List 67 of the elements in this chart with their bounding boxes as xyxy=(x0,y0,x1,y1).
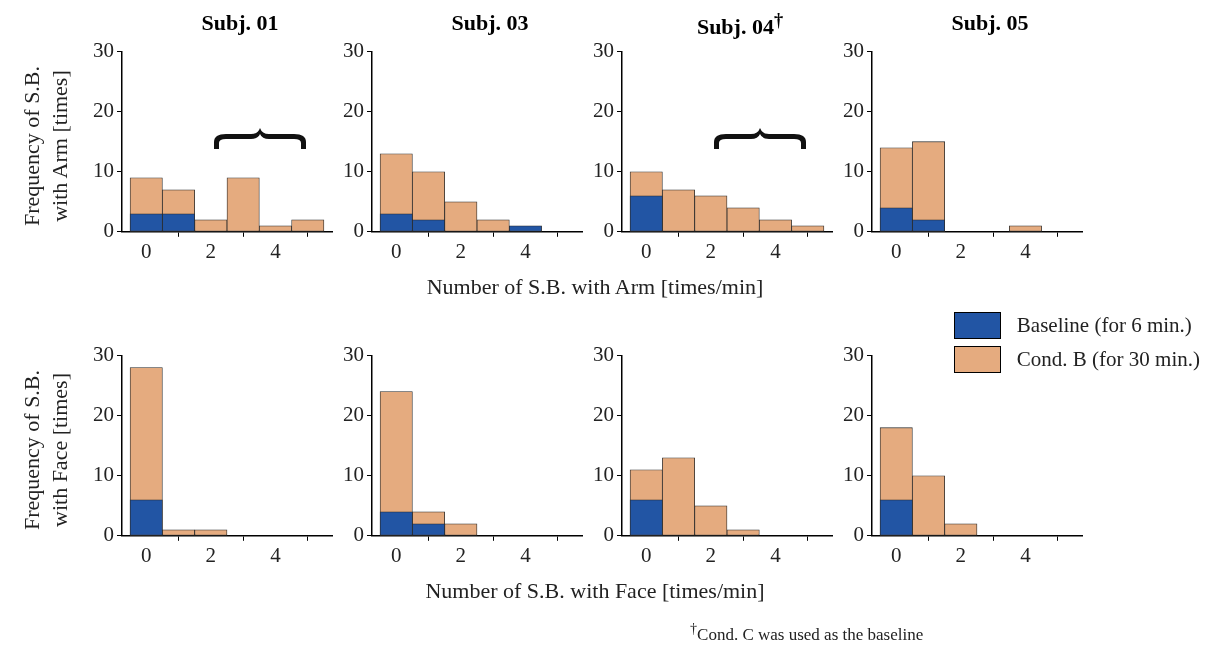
legend-label: Cond. B (for 30 min.) xyxy=(1016,346,1200,372)
y-tick-label: 20 xyxy=(343,98,364,123)
x-tick-label: 2 xyxy=(955,542,967,567)
x-tick-label: 0 xyxy=(390,238,402,263)
x-axis-title: Number of S.B. with Arm [times/min] xyxy=(425,274,765,300)
x-tick-label: 4 xyxy=(770,238,782,263)
x-tick-label: 0 xyxy=(640,542,652,567)
x-tick-label: 2 xyxy=(455,238,467,263)
y-tick-label: 20 xyxy=(343,402,364,427)
y-tick-label: 20 xyxy=(843,402,864,427)
text: $^{†}$Cond. C was used as the baseline xyxy=(690,620,924,645)
y-tick-label: 30 xyxy=(343,38,364,63)
y-tick-label: 10 xyxy=(93,158,114,183)
x-tick-label: 2 xyxy=(705,238,717,263)
y-tick-label: 10 xyxy=(593,462,614,487)
y-tick-label: 0 xyxy=(353,218,364,243)
x-tick-label: 4 xyxy=(770,542,782,567)
x-tick-label: 0 xyxy=(140,542,152,567)
y-axis-title: Frequency of S.B. with Face [times] xyxy=(18,369,73,531)
x-tick-label: 2 xyxy=(955,238,967,263)
x-tick-label: 0 xyxy=(390,542,402,567)
y-tick-label: 0 xyxy=(853,522,864,547)
y-tick-label: 30 xyxy=(93,342,114,367)
x-tick-label: 4 xyxy=(270,238,282,263)
x-tick-label: 4 xyxy=(520,238,532,263)
y-tick-label: 10 xyxy=(593,158,614,183)
y-tick-label: 20 xyxy=(93,402,114,427)
x-tick-label: 4 xyxy=(270,542,282,567)
y-tick-label: 0 xyxy=(603,522,614,547)
x-tick-label: 2 xyxy=(205,238,217,263)
x-tick-label: 2 xyxy=(705,542,717,567)
chart-title: Subj. 04$^{†}$ xyxy=(695,10,785,41)
x-tick-label: 2 xyxy=(455,542,467,567)
y-tick-label: 20 xyxy=(593,402,614,427)
y-tick-label: 20 xyxy=(593,98,614,123)
x-tick-label: 0 xyxy=(140,238,152,263)
x-tick-label: 4 xyxy=(1020,238,1032,263)
chart-title: Subj. 01 xyxy=(200,10,280,36)
y-tick-label: 20 xyxy=(843,98,864,123)
y-axis-title: Frequency of S.B. with Arm [times] xyxy=(18,65,73,227)
y-tick-label: 30 xyxy=(593,38,614,63)
chart-title: Subj. 05 xyxy=(950,10,1030,36)
y-tick-label: 10 xyxy=(843,158,864,183)
y-tick-label: 30 xyxy=(93,38,114,63)
y-tick-label: 30 xyxy=(843,342,864,367)
x-tick-label: 4 xyxy=(1020,542,1032,567)
y-tick-label: 10 xyxy=(343,462,364,487)
y-tick-label: 0 xyxy=(103,218,114,243)
x-tick-label: 0 xyxy=(890,238,902,263)
x-axis-title: Number of S.B. with Face [times/min] xyxy=(424,578,766,604)
legend-label: Baseline (for 6 min.) xyxy=(1016,312,1192,338)
y-tick-label: 20 xyxy=(93,98,114,123)
x-tick-label: 0 xyxy=(890,542,902,567)
x-tick-label: 4 xyxy=(520,542,532,567)
y-tick-label: 0 xyxy=(103,522,114,547)
chart-title: Subj. 03 xyxy=(450,10,530,36)
y-tick-label: 10 xyxy=(343,158,364,183)
y-tick-label: 10 xyxy=(93,462,114,487)
y-tick-label: 30 xyxy=(843,38,864,63)
y-tick-label: 0 xyxy=(353,522,364,547)
y-tick-label: 0 xyxy=(603,218,614,243)
y-tick-label: 30 xyxy=(593,342,614,367)
y-tick-label: 30 xyxy=(343,342,364,367)
x-tick-label: 2 xyxy=(205,542,217,567)
y-tick-label: 0 xyxy=(853,218,864,243)
x-tick-label: 0 xyxy=(640,238,652,263)
y-tick-label: 10 xyxy=(843,462,864,487)
